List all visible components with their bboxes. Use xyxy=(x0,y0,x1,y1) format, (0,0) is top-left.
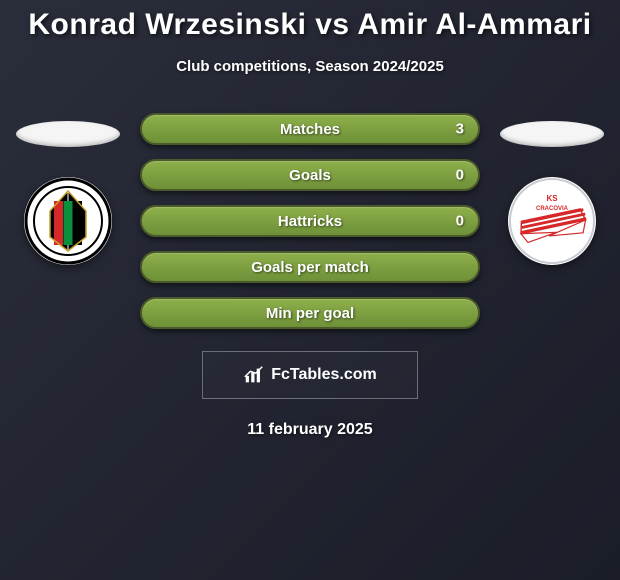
stat-label: Goals per match xyxy=(251,259,369,276)
fctables-watermark: FcTables.com xyxy=(202,351,418,399)
left-player-col xyxy=(16,113,120,265)
stats-column: Matches 3 Goals 0 Hattricks 0 Goals per … xyxy=(140,113,480,329)
stat-pill-hattricks: Hattricks 0 xyxy=(140,205,480,237)
stat-pill-goals: Goals 0 xyxy=(140,159,480,191)
left-player-oval xyxy=(16,121,120,147)
bar-chart-icon xyxy=(243,364,265,386)
left-club-badge xyxy=(24,177,112,265)
stat-label: Matches xyxy=(280,121,340,138)
stat-pill-min-per-goal: Min per goal xyxy=(140,297,480,329)
page-title: Konrad Wrzesinski vs Amir Al-Ammari xyxy=(0,8,620,42)
right-player-col: KS CRACOVIA xyxy=(500,113,604,265)
stat-right-value: 3 xyxy=(456,121,464,138)
comparison-layout: Matches 3 Goals 0 Hattricks 0 Goals per … xyxy=(0,113,620,329)
stat-pill-goals-per-match: Goals per match xyxy=(140,251,480,283)
right-club-badge: KS CRACOVIA xyxy=(508,177,596,265)
stat-pill-matches: Matches 3 xyxy=(140,113,480,145)
svg-text:KS: KS xyxy=(546,194,558,203)
stat-right-value: 0 xyxy=(456,213,464,230)
stat-right-value: 0 xyxy=(456,167,464,184)
cracovia-badge-icon: KS CRACOVIA xyxy=(508,177,596,265)
stat-label: Hattricks xyxy=(278,213,342,230)
stat-label: Goals xyxy=(289,167,331,184)
zaglebie-badge-icon xyxy=(24,177,112,265)
date-text: 11 february 2025 xyxy=(0,421,620,439)
right-player-oval xyxy=(500,121,604,147)
stat-label: Min per goal xyxy=(266,305,354,322)
fctables-label: FcTables.com xyxy=(271,366,377,384)
svg-text:CRACOVIA: CRACOVIA xyxy=(536,206,569,212)
subtitle: Club competitions, Season 2024/2025 xyxy=(0,58,620,75)
